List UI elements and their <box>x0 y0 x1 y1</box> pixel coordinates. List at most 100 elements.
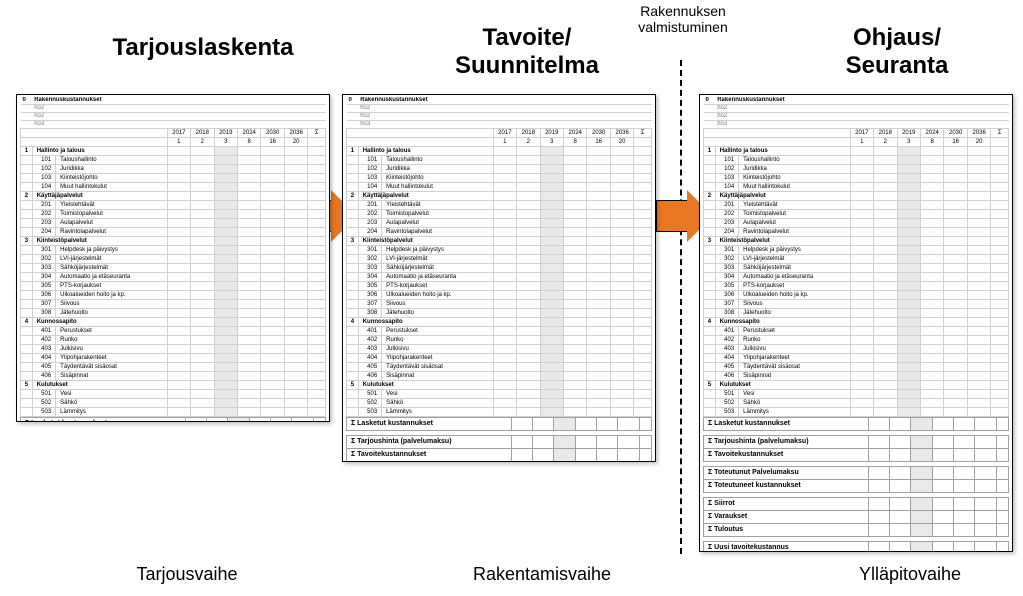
row-label: Lämmitys <box>56 408 167 417</box>
table-top-header: Rakennuskustannukset <box>32 97 325 105</box>
section-head: Hallinto ja talous <box>358 147 493 156</box>
row-label: Vesi <box>739 390 850 399</box>
section-head: Hallinto ja talous <box>32 147 167 156</box>
row-label: Automaatio ja etäseuranta <box>56 273 167 282</box>
row-label: Julkisivu <box>739 345 850 354</box>
summary-row: Σ Tuloutus <box>704 524 869 537</box>
row-label: Aulapalvelut <box>739 219 850 228</box>
row-label: Siivous <box>739 300 850 309</box>
section-head: Hallinto ja talous <box>715 147 850 156</box>
row-label: Ulkoalueiden hoito ja kp. <box>382 291 493 300</box>
panel-tarjouslaskenta: 0Rakennuskustannuksetho2ho2ho32017201820… <box>16 94 330 422</box>
section-head: Kiinteistöpalvelut <box>358 237 493 246</box>
section-head: Käyttäjäpalvelut <box>715 192 850 201</box>
row-label: Runko <box>56 336 167 345</box>
row-label: Perustukset <box>382 327 493 336</box>
row-label: Runko <box>382 336 493 345</box>
section-head: Kiinteistöpalvelut <box>715 237 850 246</box>
summary-row: Σ Varaukset <box>704 511 869 524</box>
section-head: Käyttäjäpalvelut <box>32 192 167 201</box>
row-label: Sähkö <box>382 399 493 408</box>
summary-row: Σ Toteutunut Palvelumaksu <box>704 467 869 480</box>
section-head: Kiinteistöpalvelut <box>32 237 167 246</box>
row-label: Jätehuolto <box>739 309 850 318</box>
summary-row: Σ Toteutuneet kustannukset <box>704 480 869 493</box>
row-label: Julkisivu <box>382 345 493 354</box>
row-label: Helpdesk ja päivystys <box>382 246 493 255</box>
row-label: Lämmitys <box>382 408 493 417</box>
row-label: Toimistopalvelut <box>56 210 167 219</box>
table-top-header: Rakennuskustannukset <box>358 97 651 105</box>
row-label: PTS-korjaukset <box>739 282 850 291</box>
row-label: Ylipohjarakenteet <box>382 354 493 363</box>
row-label: Muut hallintokulut <box>56 183 167 192</box>
row-label: Kiinteistöjohto <box>56 174 167 183</box>
row-label: PTS-korjaukset <box>56 282 167 291</box>
summary-row: Σ Tarjoushinta (palvelumaksu) <box>704 436 869 449</box>
stage-sub-a: Tarjousvaihe <box>107 564 267 585</box>
stage-title-b: Tavoite/ Suunnitelma <box>447 24 607 80</box>
row-label: Ravintolapalvelut <box>382 228 493 237</box>
sigma-header: Σ <box>991 129 1009 138</box>
cost-table: 0Rakennuskustannuksetho2ho2ho32017201820… <box>703 97 1009 417</box>
row-label: Juridikka <box>382 165 493 174</box>
table-top-header: Rakennuskustannukset <box>715 97 1008 105</box>
row-label: Sisäpinnat <box>382 372 493 381</box>
row-label: Julkisivu <box>56 345 167 354</box>
row-label: PTS-korjaukset <box>382 282 493 291</box>
dashed-divider <box>680 60 682 554</box>
diagram-stage: Tarjouslaskenta Tavoite/ Suunnitelma Ohj… <box>0 0 1023 596</box>
row-label: LVI-järjestelmät <box>56 255 167 264</box>
row-label: Runko <box>739 336 850 345</box>
row-label: Lämmitys <box>739 408 850 417</box>
row-label: Sähkö <box>739 399 850 408</box>
row-label: LVI-järjestelmät <box>382 255 493 264</box>
event-label: Rakennuksen valmistuminen <box>618 3 748 35</box>
section-head: Kulutukset <box>358 381 493 390</box>
row-label: Perustukset <box>56 327 167 336</box>
row-label: Taloushallinto <box>739 156 850 165</box>
row-label: Sähköjärjestelmät <box>739 264 850 273</box>
row-label: Täydentävät sisäosat <box>56 363 167 372</box>
cost-table: 0Rakennuskustannuksetho2ho2ho32017201820… <box>346 97 652 417</box>
row-label: Ravintolapalvelut <box>739 228 850 237</box>
row-label: Yleistehtävät <box>739 201 850 210</box>
section-head: Kulutukset <box>715 381 850 390</box>
row-label: Täydentävät sisäosat <box>382 363 493 372</box>
section-head: Kunnossapito <box>32 318 167 327</box>
row-label: Siivous <box>382 300 493 309</box>
row-label: Yleistehtävät <box>56 201 167 210</box>
row-label: Aulapalvelut <box>56 219 167 228</box>
row-label: Taloushallinto <box>382 156 493 165</box>
row-label: Aulapalvelut <box>382 219 493 228</box>
stage-sub-c: Ylläpitovaihe <box>830 564 990 585</box>
summary-row: Σ Lasketut kustannukset <box>21 418 186 423</box>
row-label: Kiinteistöjohto <box>382 174 493 183</box>
panel-ohjaus-seuranta: 0Rakennuskustannuksetho2ho2ho32017201820… <box>699 94 1013 552</box>
section-head: Kunnossapito <box>358 318 493 327</box>
summary-row: Σ Siirrot <box>704 498 869 511</box>
sigma-header: Σ <box>308 129 326 138</box>
row-label: Automaatio ja etäseuranta <box>739 273 850 282</box>
summary-row: Σ Lasketut kustannukset <box>704 418 869 431</box>
summary-row: Σ Tavoitekustannukset <box>704 449 869 462</box>
row-label: Täydentävät sisäosat <box>739 363 850 372</box>
stage-title-c: Ohjaus/ Seuranta <box>822 24 972 80</box>
row-label: Juridikka <box>739 165 850 174</box>
section-head: Kunnossapito <box>715 318 850 327</box>
summary-row: Σ Tavoitekustannukset <box>347 449 512 462</box>
row-label: Taloushallinto <box>56 156 167 165</box>
summary-row: Σ Lasketut kustannukset <box>347 418 512 431</box>
row-label: Sähkö <box>56 399 167 408</box>
row-label: Jätehuolto <box>56 309 167 318</box>
row-label: Toimistopalvelut <box>739 210 850 219</box>
row-label: Ylipohjarakenteet <box>56 354 167 363</box>
row-label: Perustukset <box>739 327 850 336</box>
section-head: Käyttäjäpalvelut <box>358 192 493 201</box>
row-label: Ravintolapalvelut <box>56 228 167 237</box>
row-label: Vesi <box>382 390 493 399</box>
row-label: Helpdesk ja päivystys <box>739 246 850 255</box>
summary-row: Σ Uusi tavoitekustannus <box>704 542 869 553</box>
row-label: Vesi <box>56 390 167 399</box>
stage-title-a: Tarjouslaskenta <box>93 34 313 62</box>
